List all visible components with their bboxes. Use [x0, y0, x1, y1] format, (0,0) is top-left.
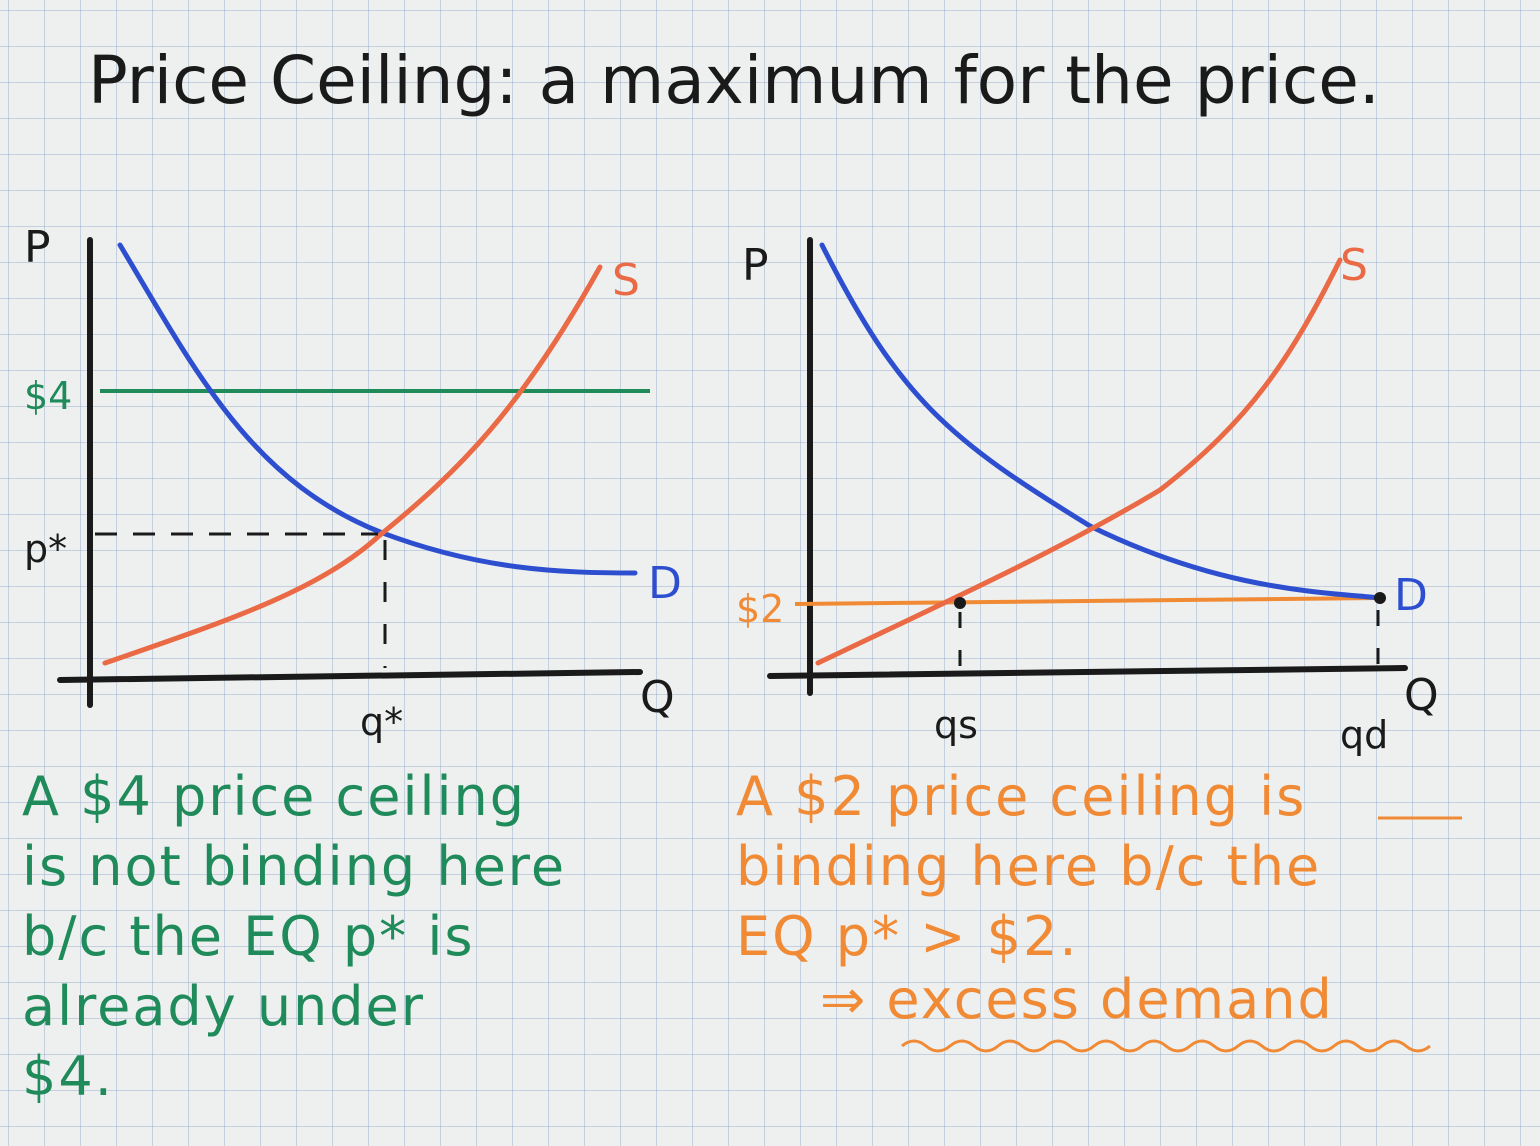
right-quantity-axis-label: Q [1404, 670, 1439, 721]
right-price-axis-label: P [742, 240, 769, 291]
left-eq-price-label: p* [24, 527, 67, 571]
left-supply-label: S [612, 255, 640, 306]
left-note: A $4 price ceiling is not binding here b… [22, 765, 567, 1108]
title: Price Ceiling: a maximum for the price. [88, 42, 1380, 119]
right-note-conclusion: ⇒ excess demand [820, 968, 1334, 1031]
left-eq-quantity-label: q* [360, 700, 403, 744]
left-price-axis-label: P [24, 222, 51, 273]
right-qs-point [954, 597, 966, 609]
right-note: A $2 price ceiling is binding here b/c t… [736, 765, 1322, 968]
left-graph: P Q S D $4 p* q* [24, 222, 682, 744]
right-qd-label: qd [1340, 713, 1388, 757]
left-demand-label: D [648, 558, 682, 609]
right-demand-label: D [1394, 570, 1428, 621]
excess-demand-squiggle-underline [901, 1039, 1431, 1053]
left-supply-curve [102, 264, 603, 666]
left-ceiling-label: $4 [24, 374, 72, 418]
left-quantity-axis [57, 669, 643, 683]
right-graph: P Q S D $2 qs qd [736, 237, 1439, 757]
right-qs-label: qs [934, 703, 978, 747]
right-qd-point [1374, 592, 1386, 604]
right-supply-label: S [1340, 240, 1368, 291]
left-demand-curve [117, 242, 638, 576]
right-quantity-axis [767, 665, 1408, 679]
left-quantity-axis-label: Q [640, 672, 675, 723]
right-ceiling-line [794, 596, 1381, 606]
right-supply-curve [815, 257, 1343, 666]
right-demand-curve [819, 242, 1383, 601]
right-ceiling-label: $2 [736, 587, 784, 631]
